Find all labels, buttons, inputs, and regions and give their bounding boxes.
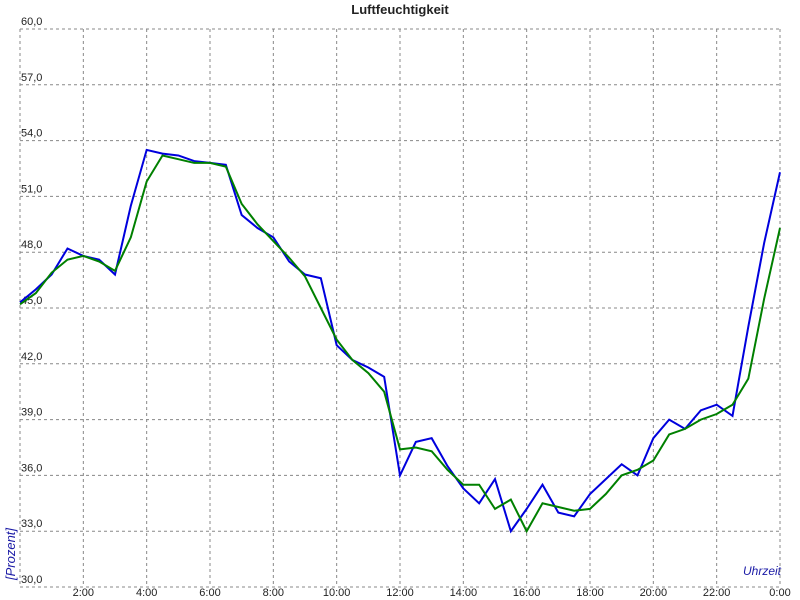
y-tick-label: 39,0 (21, 407, 42, 419)
x-tick-label: 16:00 (513, 587, 541, 599)
x-tick-label: 6:00 (199, 587, 220, 599)
x-tick-label: 18:00 (576, 587, 604, 599)
data-line (19, 154, 781, 534)
y-tick-label: 36,0 (21, 462, 42, 474)
y-tick-label: 51,0 (21, 183, 42, 195)
x-axis-label: Uhrzeit (743, 564, 782, 578)
y-tick-label: 48,0 (21, 239, 42, 251)
y-tick-label: 54,0 (21, 128, 42, 140)
y-tick-label: 42,0 (21, 351, 42, 363)
chart-title: Luftfeuchtigkeit (351, 2, 449, 17)
x-tick-label: 20:00 (640, 587, 668, 599)
x-tick-label: 8:00 (263, 587, 284, 599)
x-tick-label: 22:00 (703, 587, 731, 599)
y-axis-label: [Prozent] (3, 528, 18, 581)
y-tick-label: 30,0 (21, 574, 42, 586)
y-tick-label: 33,0 (21, 518, 42, 530)
y-tick-label: 60,0 (21, 16, 42, 28)
x-tick-label: 4:00 (136, 587, 157, 599)
x-tick-label: 10:00 (323, 587, 351, 599)
x-tick-label: 12:00 (386, 587, 414, 599)
x-tick-label: 14:00 (450, 587, 478, 599)
data-line (19, 148, 781, 534)
x-tick-label: 2:00 (73, 587, 94, 599)
y-tick-label: 57,0 (21, 72, 42, 84)
x-tick-label: 0:00 (769, 587, 790, 599)
